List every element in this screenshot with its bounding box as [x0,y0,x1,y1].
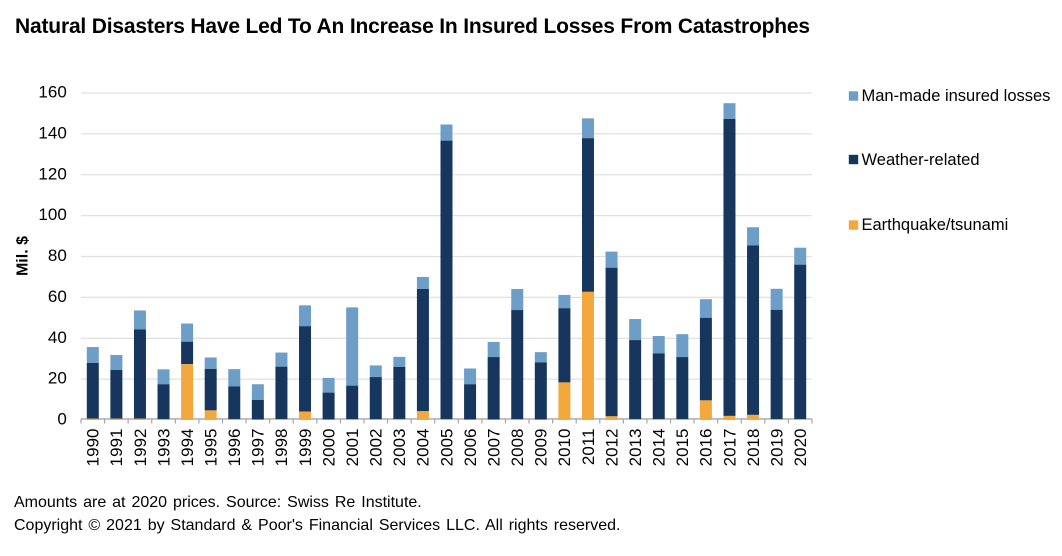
svg-text:2012: 2012 [602,429,621,467]
svg-text:0: 0 [57,410,66,429]
svg-text:2002: 2002 [367,429,386,467]
svg-text:2000: 2000 [319,429,338,467]
svg-text:2013: 2013 [626,429,645,467]
svg-text:2003: 2003 [390,429,409,467]
svg-text:60: 60 [48,287,67,306]
svg-text:160: 160 [38,83,66,102]
svg-text:2006: 2006 [461,429,480,467]
svg-text:1994: 1994 [178,429,197,467]
svg-text:80: 80 [48,246,67,265]
svg-text:2015: 2015 [673,429,692,467]
svg-text:2011: 2011 [579,429,598,466]
svg-text:40: 40 [48,328,67,347]
svg-text:2014: 2014 [650,429,669,467]
svg-text:2004: 2004 [414,429,433,467]
svg-text:1998: 1998 [272,429,291,467]
svg-text:140: 140 [38,123,66,142]
svg-text:1996: 1996 [225,429,244,467]
svg-text:2001: 2001 [343,429,362,467]
svg-text:Mil. $: Mil. $ [15,236,32,276]
svg-text:1990: 1990 [84,429,103,467]
svg-text:2020: 2020 [791,429,810,467]
svg-text:2017: 2017 [720,429,739,467]
svg-text:1995: 1995 [201,429,220,467]
svg-text:1992: 1992 [131,429,150,467]
svg-text:2010: 2010 [555,429,574,467]
svg-text:120: 120 [38,164,66,183]
svg-text:2005: 2005 [437,429,456,467]
svg-text:2019: 2019 [767,429,786,467]
svg-text:1997: 1997 [249,429,268,467]
svg-text:1991: 1991 [107,429,126,467]
svg-text:2008: 2008 [508,429,527,467]
svg-text:100: 100 [38,205,66,224]
svg-text:2007: 2007 [484,428,503,466]
svg-text:20: 20 [48,369,67,388]
svg-text:2009: 2009 [532,429,551,467]
svg-text:2018: 2018 [744,429,763,467]
svg-text:1993: 1993 [154,429,173,467]
svg-text:2016: 2016 [697,429,716,467]
svg-text:1999: 1999 [296,429,315,467]
